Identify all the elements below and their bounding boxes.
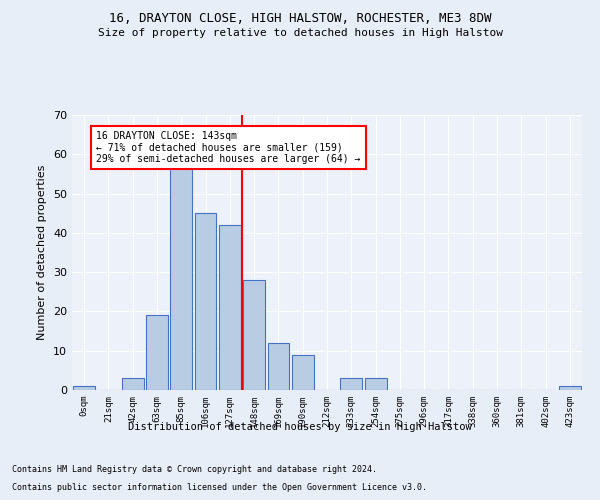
- Bar: [292, 354, 314, 390]
- Bar: [219, 225, 241, 390]
- Bar: [146, 316, 168, 390]
- Bar: [340, 378, 362, 390]
- Bar: [268, 343, 289, 390]
- Bar: [122, 378, 143, 390]
- Text: Distribution of detached houses by size in High Halstow: Distribution of detached houses by size …: [128, 422, 472, 432]
- Text: 16 DRAYTON CLOSE: 143sqm
← 71% of detached houses are smaller (159)
29% of semi-: 16 DRAYTON CLOSE: 143sqm ← 71% of detach…: [96, 130, 361, 164]
- Text: 16, DRAYTON CLOSE, HIGH HALSTOW, ROCHESTER, ME3 8DW: 16, DRAYTON CLOSE, HIGH HALSTOW, ROCHEST…: [109, 12, 491, 26]
- Text: Contains HM Land Registry data © Crown copyright and database right 2024.: Contains HM Land Registry data © Crown c…: [12, 465, 377, 474]
- Text: Contains public sector information licensed under the Open Government Licence v3: Contains public sector information licen…: [12, 482, 427, 492]
- Bar: [365, 378, 386, 390]
- Bar: [73, 386, 95, 390]
- Bar: [243, 280, 265, 390]
- Bar: [194, 213, 217, 390]
- Y-axis label: Number of detached properties: Number of detached properties: [37, 165, 47, 340]
- Text: Size of property relative to detached houses in High Halstow: Size of property relative to detached ho…: [97, 28, 503, 38]
- Bar: [559, 386, 581, 390]
- Bar: [170, 162, 192, 390]
